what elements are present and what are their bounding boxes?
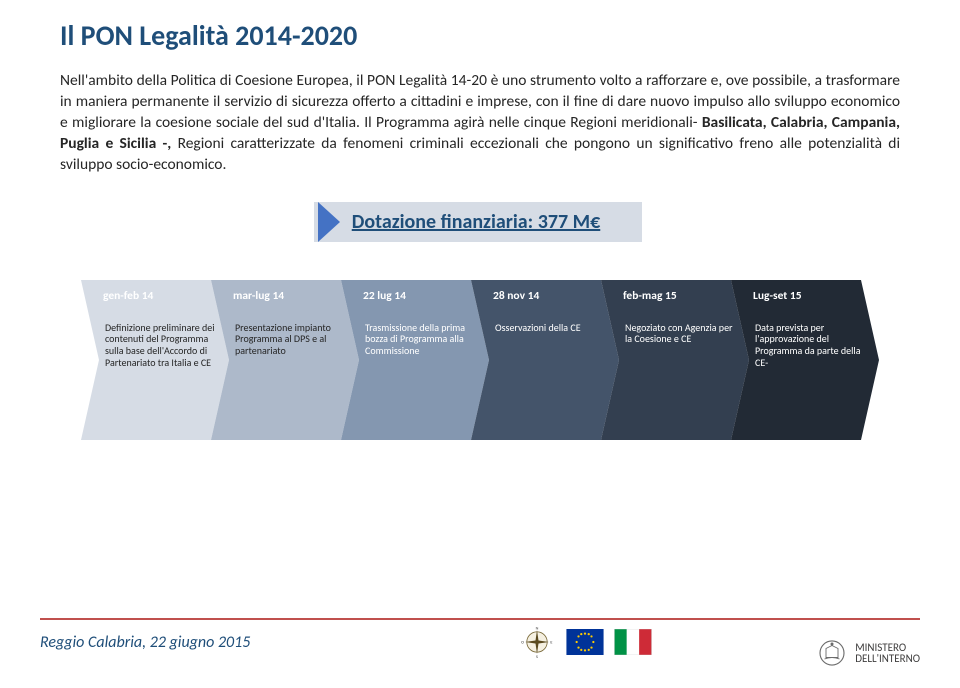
page-title: Il PON Legalità 2014-2020 xyxy=(0,0,960,63)
timeline-step: feb-mag 15 Negoziato con Agenzia per la C… xyxy=(601,280,749,440)
timeline-step: mar-lug 14 Presentazione impianto Program… xyxy=(211,280,359,440)
svg-text:N: N xyxy=(536,626,539,631)
intro-post: Regioni caratterizzate da fenomeni crimi… xyxy=(60,134,900,174)
timeline-step-desc: Trasmissione della prima bozza di Progra… xyxy=(341,322,489,357)
italy-flag-icon xyxy=(614,628,652,656)
footer: Reggio Calabria, 22 giugno 2015 N S O E xyxy=(0,618,960,678)
ministero-line2: DELL'INTERNO xyxy=(855,653,920,664)
timeline-step-desc: Definizione preliminare dei contenuti de… xyxy=(81,322,229,369)
footer-place-date: Reggio Calabria, 22 giugno 2015 xyxy=(40,633,250,652)
timeline-step-desc: Data prevista per l'approvazione del Pro… xyxy=(731,322,879,369)
ministero-logo: MINISTERO DELL'INTERNO xyxy=(817,638,920,668)
svg-text:O: O xyxy=(521,641,524,646)
timeline-step: Lug-set 15 Data prevista per l'approvazio… xyxy=(731,280,879,440)
timeline-step-date: Lug-set 15 xyxy=(731,290,879,303)
timeline-step-date: 22 lug 14 xyxy=(341,290,489,303)
funding-banner: Dotazione finanziaria: 377 M€ xyxy=(0,202,960,242)
footer-rule xyxy=(40,618,920,620)
funding-chevron-icon xyxy=(318,202,340,242)
emblem-icon xyxy=(817,638,847,668)
intro-paragraph: Nell'ambito della Politica di Coesione E… xyxy=(0,63,960,176)
svg-text:E: E xyxy=(551,641,553,646)
timeline-step: 28 nov 14 Osservazioni della CE xyxy=(471,280,619,440)
svg-text:S: S xyxy=(536,655,538,659)
timeline: gen-feb 14 Definizione preliminare dei co… xyxy=(40,280,920,460)
compass-icon: N S O E xyxy=(518,628,556,656)
timeline-step-desc: Osservazioni della CE xyxy=(471,322,619,334)
timeline-step-date: gen-feb 14 xyxy=(81,290,229,303)
timeline-step-desc: Presentazione impianto Programma al DPS … xyxy=(211,322,359,357)
timeline-step-date: 28 nov 14 xyxy=(471,290,619,303)
timeline-step: gen-feb 14 Definizione preliminare dei co… xyxy=(81,280,229,440)
eu-flag-icon xyxy=(566,628,604,656)
timeline-step-desc: Negoziato con Agenzia per la Coesione e … xyxy=(601,322,749,346)
timeline-step-date: mar-lug 14 xyxy=(211,290,359,303)
funding-label: Dotazione finanziaria: 377 M€ xyxy=(352,210,601,234)
timeline-step-date: feb-mag 15 xyxy=(601,290,749,303)
timeline-step: 22 lug 14 Trasmissione della prima bozza … xyxy=(341,280,489,440)
